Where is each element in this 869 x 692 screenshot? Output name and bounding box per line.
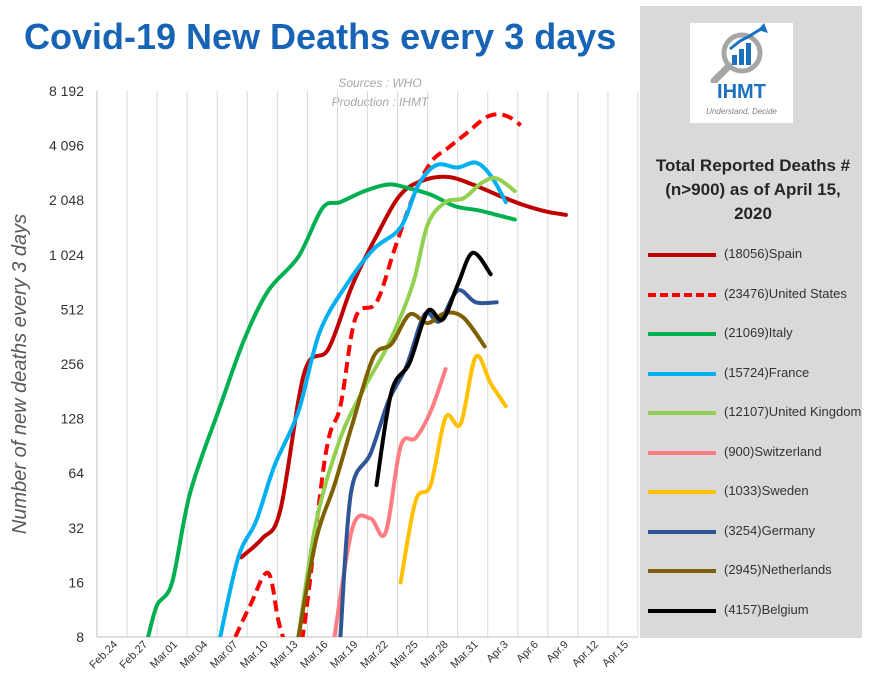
legend-swatch xyxy=(648,490,716,494)
legend-label: (15724)France xyxy=(724,364,810,380)
legend-label: (2945)Netherlands xyxy=(724,562,832,577)
legend-label: (3254)Germany xyxy=(724,522,816,538)
logo-text: IHMT xyxy=(717,81,766,103)
chart-subtitle-production: Production : IHMT xyxy=(331,95,429,109)
x-tick-label: Feb.24 xyxy=(87,639,120,672)
magnifier-chart-icon xyxy=(710,23,768,85)
legend-label: (4157)Belgium xyxy=(724,601,809,617)
y-tick-label: 512 xyxy=(61,301,85,317)
legend-swatch xyxy=(648,292,716,297)
y-tick-label: 8 xyxy=(76,629,84,645)
legend-swatch xyxy=(648,371,716,376)
series-line xyxy=(233,112,522,637)
y-tick-label: 16 xyxy=(68,574,84,590)
legend-label: (1033)Sweden xyxy=(724,483,809,498)
x-tick-label: Mar.16 xyxy=(298,639,330,671)
y-tick-label: 2 048 xyxy=(49,192,84,208)
legend-swatch xyxy=(648,608,716,613)
logo-tagline: Understand, Decide xyxy=(706,107,777,116)
x-tick-label: Mar.22 xyxy=(358,639,390,671)
legend-swatch xyxy=(648,411,716,415)
x-tick-label: Mar.01 xyxy=(148,639,180,671)
legend-panel: IHMT Understand, Decide Total Reported D… xyxy=(640,6,862,638)
legend-swatch xyxy=(648,529,716,534)
legend-label: (21069)Italy xyxy=(724,325,793,340)
y-tick-label: 1 024 xyxy=(49,247,84,263)
x-tick-label: Apr.6 xyxy=(514,639,541,666)
x-tick-label: Apr.12 xyxy=(570,639,601,670)
chart-plot: 8 16 32 64 128 256 512 1 024 2 048 4 096 8 192 Numb… xyxy=(9,83,639,672)
y-tick-label: 256 xyxy=(61,356,85,372)
y-tick-label: 32 xyxy=(68,520,84,536)
chart-title: Covid-19 New Deaths every 3 days xyxy=(24,16,617,57)
x-tick-label: Mar.07 xyxy=(208,639,240,671)
x-tick-label: Mar.31 xyxy=(449,639,481,671)
legend-swatch xyxy=(648,253,716,257)
legend-label: (23476)United States xyxy=(724,285,847,301)
ihmt-logo: IHMT Understand, Decide xyxy=(690,23,793,123)
series-line xyxy=(146,182,517,637)
x-tick-label: Feb.27 xyxy=(118,639,151,672)
x-tick-label: Mar.04 xyxy=(178,639,210,671)
legend-swatch xyxy=(648,450,716,455)
series-line xyxy=(398,353,508,585)
y-tick-label: 8 192 xyxy=(49,83,84,99)
legend-title: Total Reported Deaths # (n>900) as of Ap… xyxy=(655,156,851,223)
x-tick-label: Mar.28 xyxy=(418,639,450,671)
x-tick-label: Mar.13 xyxy=(268,639,300,671)
series-line xyxy=(239,174,568,560)
x-tick-label: Mar.19 xyxy=(328,639,360,671)
legend-swatch xyxy=(648,569,716,573)
chart-subtitle-sources: Sources : WHO xyxy=(338,76,422,90)
x-tick-label: Apr.9 xyxy=(544,639,571,666)
y-tick-label: 128 xyxy=(61,411,85,427)
series-line xyxy=(332,367,448,637)
series-line xyxy=(374,250,493,488)
legend-label: (900)Switzerland xyxy=(724,443,822,459)
series-line xyxy=(218,160,508,637)
x-tick-label: Apr.3 xyxy=(484,639,511,666)
y-tick-label: 4 096 xyxy=(49,138,84,154)
x-tick-label: Mar.10 xyxy=(238,639,270,671)
legend-label: (18056)Spain xyxy=(724,246,803,261)
x-tick-label: Apr.15 xyxy=(600,639,631,670)
x-tick-label: Mar.25 xyxy=(388,639,420,671)
legend-swatch xyxy=(648,332,716,336)
legend-label: (12107)United Kingdom xyxy=(724,404,862,419)
y-axis-label: Number of new deaths every 3 days xyxy=(9,214,31,534)
y-tick-label: 64 xyxy=(68,465,84,481)
series-line xyxy=(296,176,517,637)
